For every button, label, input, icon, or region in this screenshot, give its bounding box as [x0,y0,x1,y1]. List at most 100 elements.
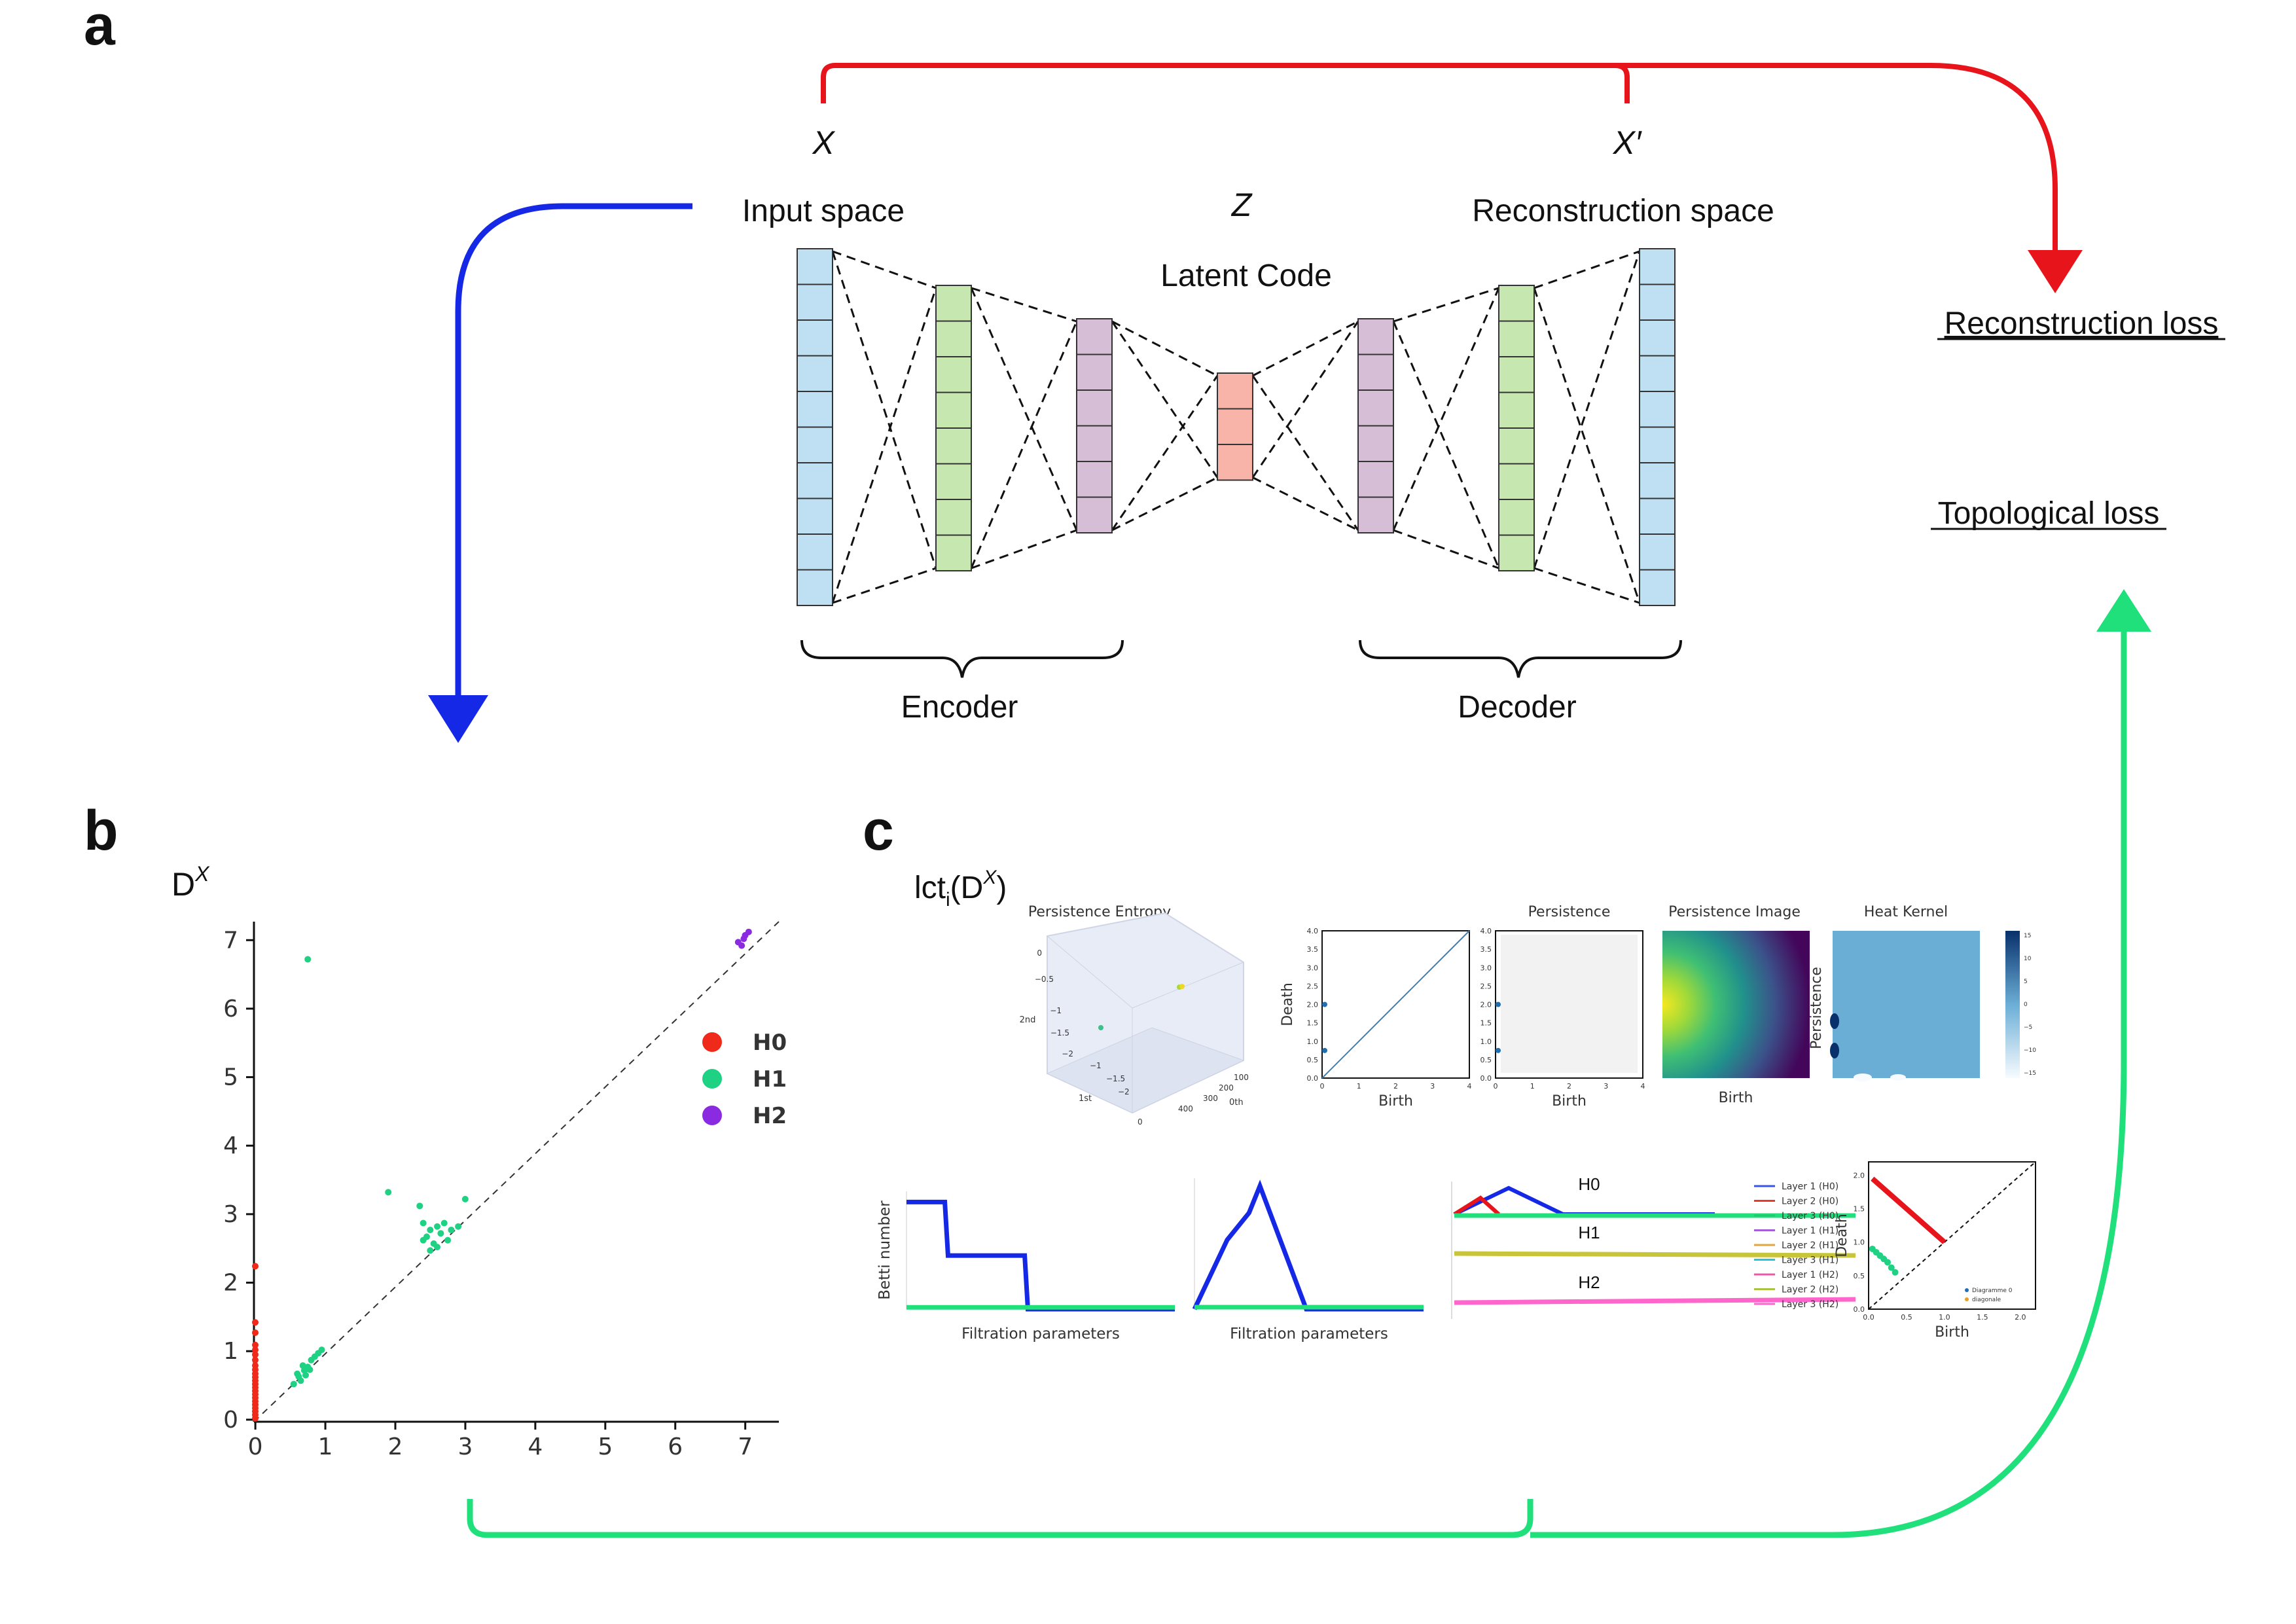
entropy-axis-2nd: 2nd [1020,1015,1036,1025]
neuron-cell [935,534,972,571]
neuron-cell [797,569,833,606]
data-point [385,1189,392,1196]
panel-label-b: b [84,799,118,862]
x-tick-label: 1 [1530,1082,1535,1091]
y-tick-label: 1.0 [1307,1038,1319,1046]
reconstruction-arrow [821,63,2083,293]
x-tick-label: 1.0 [1939,1313,1950,1322]
data-point [290,1380,297,1388]
reconstruction-space-label: Reconstruction space [1472,194,1774,228]
data-point [1496,1047,1501,1053]
latent-code-label: Latent Code [1160,259,1332,293]
neuron-cell [1639,283,1676,321]
neuron-cell [1076,461,1113,498]
series-line-1 [906,1199,1175,1312]
y-axis-label: Betti number [876,1200,893,1300]
neuron-cell [1639,569,1676,606]
neuron-cell [1639,533,1676,571]
data-point [252,1351,259,1358]
y-tick-label: 0.0 [1307,1074,1319,1083]
silhouette-h1-line [1454,1251,1856,1258]
input-space-label: Input space [742,194,905,228]
input-to-diagram-arrow [428,203,692,743]
y-tick-label: 0.5 [1854,1272,1865,1280]
data-point [1888,1264,1895,1271]
y-tick-label: 5 [223,1064,238,1091]
data-point [434,1223,441,1230]
y-tick-label: 1.5 [1480,1019,1492,1028]
connection-line [1252,320,1359,377]
colorbar-tick-label: −5 [2024,1024,2032,1031]
series-h0 [252,1263,259,1422]
diagram-title: DX [171,862,210,903]
connection-line [1111,321,1219,478]
data-point [745,928,752,935]
connection-line [1533,251,1641,569]
y-tick-label: 2.0 [1854,1171,1865,1180]
persistence-landscape-plot: Filtration parameters [1192,1178,1424,1343]
legend-entry: Diagramme 0 [1972,1288,2013,1294]
connection-line [831,251,937,569]
colorbar-tick-label: 10 [2024,956,2032,962]
panel-label-c: c [863,799,894,862]
colorbar-tick-label: 5 [2024,979,2028,985]
x-tick-label: 2 [388,1434,403,1460]
input-x-label: X [812,124,835,161]
y-tick-label: 3.5 [1480,945,1492,954]
plot-title: Persistence [1528,904,1611,920]
data-point [420,1236,427,1244]
connection-line [1533,287,1641,604]
connection-line [1534,250,1640,289]
series-h1 [290,956,469,1388]
series-line-1 [1192,1180,1424,1312]
entropy-z-tick: −1 [1050,1006,1062,1015]
neuron-cell [1217,408,1253,445]
connection-line [831,287,937,604]
network-layer-6 [1498,285,1535,571]
data-point [455,1223,462,1230]
neuron-cell [1076,496,1113,533]
entropy-y-tick: 200 [1219,1083,1234,1092]
x-axis-label: Filtration parameters [961,1326,1120,1343]
entropy-y-tick: 0 [1138,1117,1143,1127]
neuron-cell [935,356,972,393]
neuron-cell [935,463,972,500]
neuron-cell [1357,425,1394,462]
legend-entry: Layer 3 (H0) [1782,1211,1839,1221]
x-tick-label: 7 [738,1434,753,1460]
neuron-cell [1076,318,1113,355]
neuron-cell [1076,389,1113,427]
neuron-cell [1357,461,1394,498]
neuron-cell [1639,462,1676,499]
network-layer-1 [797,248,833,606]
entropy-y-tick: 100 [1234,1073,1249,1082]
y-tick-label: 1.5 [1854,1205,1865,1214]
legend-marker-h1 [702,1069,722,1089]
legend-entry: Layer 3 (H1) [1782,1255,1839,1266]
legend-entry: Layer 2 (H1) [1782,1240,1839,1251]
legend-entry: Layer 2 (H2) [1782,1285,1839,1295]
neuron-cell [1076,353,1113,391]
diagram-series-line [1871,1176,1946,1244]
x-tick-label: 1 [318,1434,333,1460]
connection-line [1251,321,1359,478]
decoder-brace [1359,640,1682,678]
connection-line [1252,477,1359,532]
connection-line [1392,321,1500,569]
neuron-cell [1639,319,1676,357]
data-point [461,1195,469,1202]
neuron-cell [1357,353,1394,391]
y-tick-label: 2.0 [1307,1001,1319,1009]
neuron-cell [935,391,972,429]
colorbar-tick-label: −10 [2024,1047,2036,1054]
y-tick-label: 0.0 [1480,1074,1492,1083]
entropy-point [1179,984,1185,989]
y-tick-label: 2.0 [1480,1001,1492,1009]
data-point [302,1371,309,1379]
connection-line [832,250,937,289]
legend-label-h1: H1 [753,1066,787,1092]
data-point [252,1346,259,1354]
y-tick-label: 4.0 [1480,927,1492,935]
x-tick-label: 0.0 [1863,1313,1874,1322]
persistence-image-heatmap [1662,931,1810,1078]
